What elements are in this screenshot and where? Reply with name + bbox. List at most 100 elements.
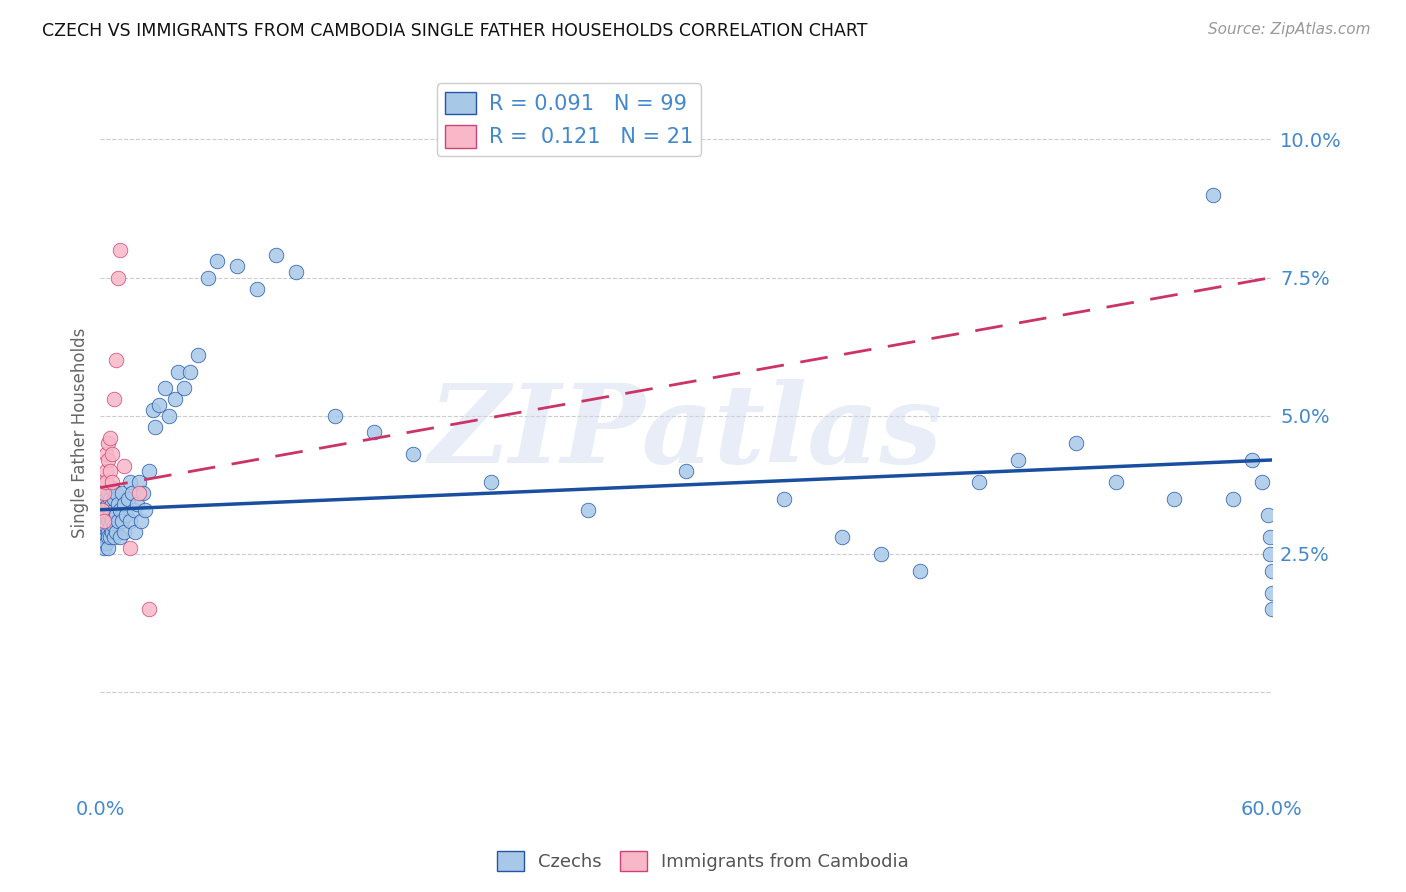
Point [91,475,114,489]
Point [104,353,127,368]
Point [138,464,160,478]
Point [98,508,121,523]
Point [128,486,150,500]
Point [91,502,114,516]
Point [104,524,127,539]
Point [675,464,697,478]
Point [107,497,129,511]
Point [93,497,115,511]
Point [111,486,134,500]
Point [111,514,134,528]
Point [153,381,176,395]
Point [96,536,118,550]
Point [97,541,120,556]
Point [1258,530,1281,544]
Point [101,524,124,539]
Point [479,475,502,489]
Point [1202,187,1225,202]
Point [97,514,120,528]
Point [131,514,153,528]
Point [1007,453,1029,467]
Point [98,530,121,544]
Point [98,464,121,478]
Point [97,497,120,511]
Point [118,475,141,489]
Point [831,530,853,544]
Point [132,486,155,500]
Point [101,497,124,511]
Point [1222,491,1244,506]
Point [772,491,794,506]
Point [142,403,165,417]
Point [96,464,118,478]
Point [112,524,135,539]
Text: Source: ZipAtlas.com: Source: ZipAtlas.com [1208,22,1371,37]
Point [98,491,121,506]
Point [96,447,118,461]
Point [134,502,156,516]
Point [1241,453,1264,467]
Point [363,425,385,440]
Point [138,602,160,616]
Point [101,514,124,528]
Point [93,508,115,523]
Point [1066,436,1088,450]
Point [101,475,124,489]
Point [101,447,124,461]
Point [97,436,120,450]
Point [148,398,170,412]
Point [104,486,127,500]
Point [163,392,186,406]
Point [107,514,129,528]
Point [187,348,209,362]
Point [108,502,131,516]
Point [967,475,990,489]
Point [91,519,114,533]
Point [96,508,118,523]
Point [112,497,135,511]
Point [93,524,115,539]
Point [128,475,150,489]
Point [157,409,180,423]
Point [117,491,139,506]
Point [91,536,114,550]
Point [91,530,114,544]
Point [91,502,114,516]
Point [93,541,115,556]
Point [114,508,136,523]
Point [197,270,219,285]
Point [108,530,131,544]
Point [167,365,190,379]
Point [103,519,125,533]
Point [103,502,125,516]
Point [264,248,287,262]
Text: ZIPatlas: ZIPatlas [429,378,943,486]
Point [93,486,115,500]
Point [143,419,166,434]
Point [173,381,195,395]
Y-axis label: Single Father Households: Single Father Households [72,327,89,538]
Point [1260,602,1282,616]
Point [127,497,149,511]
Point [93,514,115,528]
Point [121,486,143,500]
Text: CZECH VS IMMIGRANTS FROM CAMBODIA SINGLE FATHER HOUSEHOLDS CORRELATION CHART: CZECH VS IMMIGRANTS FROM CAMBODIA SINGLE… [42,22,868,40]
Point [1251,475,1274,489]
Point [118,514,141,528]
Point [98,519,121,533]
Point [96,475,118,489]
Point [97,486,120,500]
Point [96,519,118,533]
Point [97,530,120,544]
Point [108,243,131,257]
Point [107,270,129,285]
Point [124,524,146,539]
Point [207,254,229,268]
Point [103,491,125,506]
Point [118,541,141,556]
Point [1257,508,1279,523]
Point [101,481,124,495]
Legend: Czechs, Immigrants from Cambodia: Czechs, Immigrants from Cambodia [489,844,917,879]
Point [179,365,201,379]
Point [96,502,118,516]
